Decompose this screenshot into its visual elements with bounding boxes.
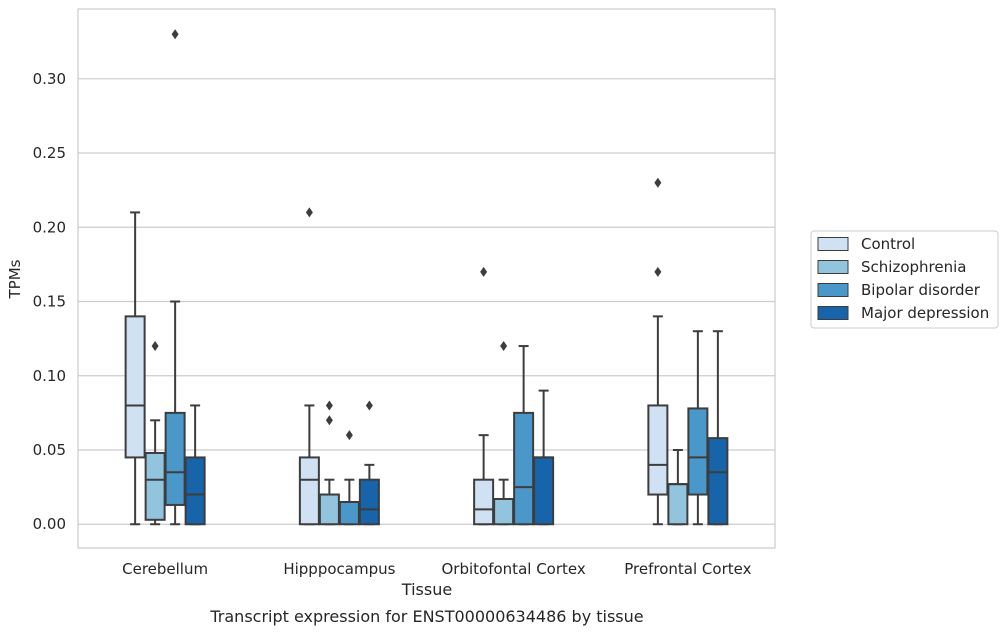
- box: [647, 404, 669, 496]
- box: [164, 411, 186, 506]
- box: [318, 493, 340, 526]
- outlier-point: [171, 29, 179, 40]
- box-group: [298, 207, 320, 526]
- box-group: [533, 389, 555, 526]
- outlier-point: [654, 266, 662, 277]
- outlier-point: [305, 207, 313, 218]
- box-group: [338, 430, 360, 526]
- box: [707, 437, 729, 526]
- legend-label: Bipolar disorder: [861, 281, 981, 299]
- box: [493, 498, 515, 526]
- legend-label: Schizophrenia: [861, 258, 966, 276]
- y-tick-labels: 0.00 0.05 0.10 0.15 0.20 0.25 0.30: [33, 70, 66, 533]
- y-axis-label: TPMs: [6, 259, 24, 299]
- box: [124, 315, 146, 459]
- box: [298, 456, 320, 526]
- legend-swatch: [817, 306, 849, 320]
- x-tick-label: Cerebellum: [122, 560, 208, 578]
- outlier-point: [654, 177, 662, 188]
- x-tick-label: Prefrontal Cortex: [624, 560, 751, 578]
- legend: Control Schizophrenia Bipolar disorder Majo…: [810, 230, 999, 329]
- box: [687, 407, 709, 496]
- box: [338, 500, 360, 526]
- box-group: [647, 177, 669, 526]
- outlier-point: [151, 341, 159, 352]
- outlier-point: [365, 400, 373, 411]
- outlier-point: [500, 341, 508, 352]
- box-group: [144, 341, 166, 526]
- box-group: [513, 345, 535, 526]
- y-tick-label: 0.30: [33, 70, 66, 88]
- box-group: [184, 404, 206, 526]
- outlier-point: [325, 400, 333, 411]
- box-group: [493, 341, 515, 526]
- x-axis-label: Tissue: [401, 580, 452, 599]
- y-tick-label: 0.00: [33, 515, 66, 533]
- box-group: [318, 400, 340, 526]
- x-tick-labels: Cerebellum Hipppocampus Orbitofontal Corte…: [122, 560, 751, 578]
- box-group: [707, 330, 729, 526]
- legend-label: Major depression: [861, 304, 989, 322]
- outlier-point: [480, 266, 488, 277]
- legend-frame: [810, 230, 999, 329]
- y-tick-label: 0.20: [33, 218, 66, 236]
- y-tick-label: 0.05: [33, 441, 66, 459]
- legend-swatch: [817, 237, 849, 251]
- chart-caption: Transcript expression for ENST0000063448…: [209, 607, 643, 626]
- x-tick-label: Orbitofontal Cortex: [442, 560, 586, 578]
- box: [667, 483, 689, 526]
- box: [473, 478, 495, 526]
- box-group: [164, 29, 186, 526]
- box: [144, 451, 166, 521]
- box-group: [358, 400, 380, 526]
- legend-label: Control: [861, 235, 915, 253]
- box: [533, 456, 555, 526]
- box-group: [473, 266, 495, 526]
- box-group: [124, 211, 146, 526]
- y-tick-label: 0.15: [33, 293, 66, 311]
- box: [358, 478, 380, 526]
- x-tick-label: Hipppocampus: [283, 560, 395, 578]
- box-group: [687, 330, 709, 526]
- box-group: [667, 449, 689, 526]
- outlier-point: [345, 430, 353, 441]
- y-tick-label: 0.10: [33, 367, 66, 385]
- box: [184, 456, 206, 526]
- box: [513, 411, 535, 526]
- legend-swatch: [817, 283, 849, 297]
- legend-swatch: [817, 260, 849, 274]
- plot-frame: [77, 8, 776, 549]
- plot-area: [124, 29, 729, 526]
- y-tick-label: 0.25: [33, 144, 66, 162]
- outlier-point: [325, 415, 333, 426]
